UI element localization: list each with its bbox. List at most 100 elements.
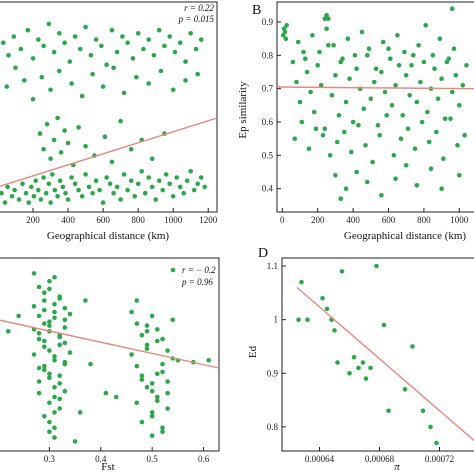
panel-b-point [301,49,306,55]
panel-b-point [370,159,375,165]
panel-a-point [16,197,22,202]
panel-c-point [36,379,42,384]
panel-c-point [47,319,52,325]
panel-b-point [365,179,370,185]
panel-c-point [139,332,145,338]
panel-b-y-tick-label: 0.7 [262,84,274,94]
panel-b-point [354,169,359,175]
panel-a-point [93,178,99,183]
panel-c-point [72,439,78,444]
panel-d-point [339,269,345,274]
panel-c-point [155,338,160,344]
panel-d-letter: D [258,246,268,261]
panel-c-point [47,323,52,328]
panel-a-point [188,169,193,174]
panel-c-point [31,304,37,309]
panel-b-point [359,29,365,35]
panel-c-point [144,329,150,334]
panel-b-point [282,29,288,35]
panel-b: B 0 200 400 600 800 1000 0.4 0.5 0.6 0.7 0.8 0.9 G… [237,1,474,242]
panel-c-point [47,348,52,353]
panel-a-point [69,81,74,86]
panel-c-point [149,410,155,415]
panel-b-point [389,103,395,108]
panel-b-point [409,63,414,68]
panel-c-point [57,342,62,348]
panel-a-point [5,184,10,190]
panel-c-point [103,390,109,396]
panel-b-point [299,119,305,125]
panel-b-point [434,129,439,135]
panel-a-point [57,31,62,36]
panel-b-point [366,46,372,51]
panel-a-point [184,178,190,183]
panel-b-point [403,163,409,168]
panel-c-point [206,358,211,363]
panel-a-point [23,190,29,196]
panel-a-point [65,140,71,146]
panel-a-point [55,194,60,199]
panel-b-point [379,193,384,198]
panel-b-point [373,66,379,71]
panel-c-point [149,388,155,394]
panel-c-point [160,425,165,431]
panel-c-point [36,365,42,371]
panel-b-point [311,109,317,115]
panel-a-point [125,40,130,45]
panel-a-point [141,46,146,52]
panel-b-x-axis-title: Geographical distance (km) [344,230,467,242]
panel-b-point [428,166,434,171]
panel-b-point [439,186,444,191]
panel-b-point [297,99,303,105]
panel-a-point [174,175,179,180]
panel-b-point [308,89,313,95]
panel-d-point [332,328,337,333]
panel-b-point [391,153,397,158]
panel-b-point [356,123,361,128]
panel-b-x-tick-label: 800 [417,215,431,225]
panel-a-point [29,184,34,190]
panel-a-point [139,169,144,174]
panel-b-point [393,83,398,88]
panel-c-point [52,315,57,321]
panel-c-point [144,342,150,348]
panel-b-point [423,23,429,28]
panel-c-stat-p: p = 0.96 [181,277,213,287]
panel-c-point [67,311,73,317]
panel-a-x-tick-label: 800 [131,215,145,225]
panel-c-point [31,271,37,276]
panel-c-point [160,429,165,435]
panel-d-point [305,317,310,323]
panel-d-y-tick-label: 0.8 [267,422,279,432]
panel-a-stat-p: p = 0.015 [178,14,215,24]
panel-b-point [318,83,324,88]
panel-d-point [386,408,391,414]
panel-b-point [395,33,400,38]
panel-c-point [16,313,21,319]
panel-c-point [134,400,140,406]
panel-b-point [338,59,344,65]
panel-a-point [151,53,157,58]
panel-c-point [52,354,57,359]
panel-d-y-axis-title: Ed [247,345,259,358]
panel-a-point [30,96,36,102]
panel-c-x-tick-label: 0.4 [95,454,107,464]
panel-c-point [144,346,150,352]
panel-d-y-ticks: 0.8 0.9 1 1.1 [267,261,286,432]
panel-b-point [354,66,359,71]
panel-d-point [320,295,325,301]
panel-b-point [448,116,453,121]
panel-b-point [414,99,420,105]
panel-a-point [109,159,115,165]
panel-a-point [43,190,49,196]
panel-a-point [109,27,115,33]
panel-a-point [158,68,164,74]
panel-d-point [351,354,357,360]
panel-a-point [195,181,200,187]
panel-a-point [6,53,11,58]
panel-a-point [198,175,204,180]
panel-a-point [83,143,88,149]
panel-a-point [51,49,57,55]
panel-c-point [62,305,68,311]
panel-b-point [457,103,462,108]
